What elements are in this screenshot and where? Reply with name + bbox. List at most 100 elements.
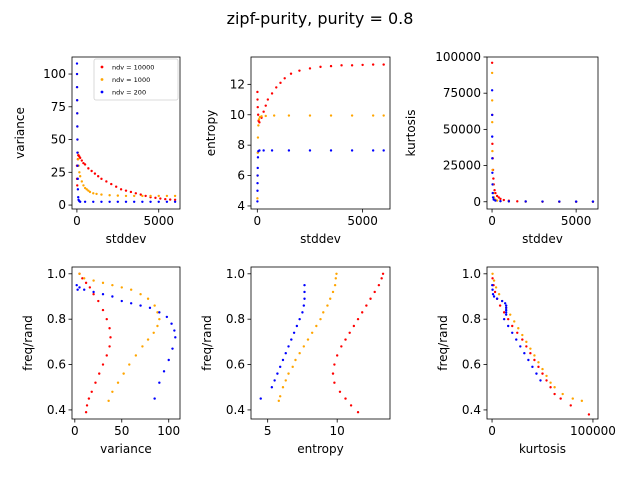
y-tick-label: 25 <box>51 165 66 179</box>
data-point <box>82 161 85 165</box>
data-point <box>491 288 494 291</box>
data-point <box>334 277 337 280</box>
data-point <box>76 188 80 191</box>
data-point <box>141 194 144 198</box>
y-tick-label: 6 <box>237 169 245 183</box>
data-point <box>289 72 293 75</box>
data-point <box>373 290 376 294</box>
x-tick-label: 0 <box>488 424 496 438</box>
data-point <box>491 149 494 153</box>
data-point <box>92 279 95 282</box>
axes-frame <box>71 266 181 420</box>
data-point <box>349 404 353 407</box>
data-point <box>504 306 508 310</box>
data-point <box>503 302 507 305</box>
data-point <box>101 308 105 312</box>
data-point <box>144 194 147 198</box>
data-point <box>352 324 356 328</box>
figure-title: zipf-purity, purity = 0.8 <box>227 9 414 28</box>
data-point <box>490 71 494 75</box>
data-point <box>111 283 114 287</box>
data-point <box>322 311 325 314</box>
y-axis-label: freq/rand <box>21 315 35 370</box>
data-point <box>120 286 123 289</box>
y-tick-label: 100 <box>43 67 66 81</box>
data-point <box>295 324 299 328</box>
data-point <box>276 372 279 375</box>
data-point <box>490 61 494 64</box>
x-tick-label: 10 <box>330 424 345 438</box>
data-point <box>350 114 354 117</box>
data-point <box>303 283 306 287</box>
data-point <box>371 149 375 152</box>
series-1 <box>331 272 385 414</box>
y-axis-label: kurtosis <box>404 109 418 156</box>
data-point <box>83 200 87 203</box>
y-tick-label: 8 <box>237 138 245 152</box>
data-point <box>291 365 294 369</box>
data-point <box>108 327 111 330</box>
data-point <box>256 174 259 177</box>
y-tick-label: 0.8 <box>226 312 245 326</box>
data-point <box>114 185 118 188</box>
data-point <box>545 379 548 382</box>
data-point <box>292 331 296 334</box>
data-point <box>569 404 572 407</box>
data-point <box>92 192 95 195</box>
legend: ndv = 10000 ndv = 1000 ndv = 200 <box>93 58 179 101</box>
data-point <box>120 299 123 303</box>
data-point <box>283 77 286 80</box>
y-tick-label: 0.6 <box>226 358 245 372</box>
data-point <box>491 157 494 160</box>
data-point <box>356 317 360 321</box>
data-point <box>329 64 333 68</box>
data-point <box>348 331 351 334</box>
data-point <box>498 304 502 307</box>
data-point <box>272 114 276 117</box>
data-point <box>87 397 91 400</box>
data-point <box>502 198 506 202</box>
data-point <box>490 89 494 92</box>
y-tick-label: 0.6 <box>462 358 481 372</box>
data-point <box>173 200 177 203</box>
data-point <box>92 200 95 203</box>
data-point <box>504 308 508 312</box>
y-tick-label: 1.0 <box>226 267 245 281</box>
legend-label: ndv = 200 <box>112 89 146 97</box>
axes-frame <box>486 56 599 210</box>
x-tick-label: 0 <box>71 424 79 438</box>
data-point <box>310 331 314 334</box>
legend-marker <box>100 90 104 94</box>
data-point <box>105 317 108 321</box>
data-point <box>76 184 79 187</box>
data-point <box>504 311 508 314</box>
data-point <box>132 194 136 198</box>
data-point <box>381 272 385 276</box>
data-point <box>256 156 260 159</box>
data-point <box>559 397 562 400</box>
data-point <box>513 320 516 323</box>
data-point <box>529 347 532 350</box>
x-tick-label: 0 <box>488 214 496 228</box>
data-point <box>101 293 105 296</box>
data-point <box>377 283 381 287</box>
series-3 <box>491 283 542 382</box>
data-point <box>78 272 81 276</box>
data-point <box>173 329 176 332</box>
data-point <box>170 322 173 325</box>
data-point <box>105 354 108 357</box>
subplot-6: 0 100000 0.4 0.6 0.8 1.0 kurtosis freq/rand <box>436 266 616 456</box>
x-tick-label: 100 <box>157 424 180 438</box>
data-point <box>81 277 84 280</box>
data-point <box>141 200 144 203</box>
data-point <box>129 288 133 291</box>
y-tick-label: 25000 <box>443 159 481 173</box>
y-tick-label: 75000 <box>443 86 481 100</box>
y-tick-label: 0.4 <box>226 403 245 417</box>
data-point <box>382 114 385 117</box>
data-point <box>92 293 95 296</box>
data-point <box>525 345 528 348</box>
data-point <box>361 311 364 314</box>
series-2 <box>277 272 338 403</box>
data-point <box>492 279 496 282</box>
